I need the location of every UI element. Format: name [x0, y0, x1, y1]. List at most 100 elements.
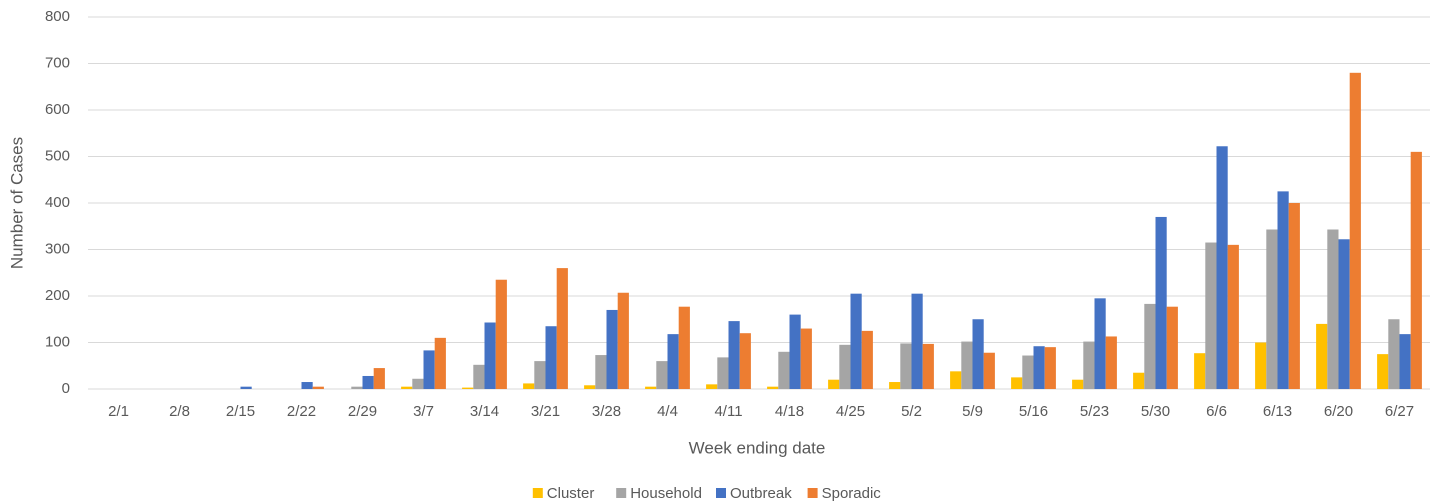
bar: [362, 375, 374, 389]
y-tick-label: 400: [45, 194, 70, 211]
y-tick-label: 0: [62, 380, 70, 397]
bar: [1388, 319, 1400, 389]
legend-label: Household: [630, 485, 702, 502]
y-tick-label: 200: [45, 287, 70, 304]
bar: [1094, 298, 1106, 389]
bar: [412, 378, 424, 389]
bar: [1105, 336, 1117, 389]
bar: [373, 368, 385, 389]
y-tick-label: 100: [45, 333, 70, 350]
bar: [706, 384, 718, 389]
y-tick-label: 700: [45, 54, 70, 71]
bar: [850, 293, 862, 389]
bar: [1338, 239, 1350, 389]
bar: [1399, 334, 1411, 389]
bar: [900, 343, 912, 389]
y-axis-title: Number of Cases: [7, 137, 26, 269]
bar: [1316, 323, 1328, 389]
legend-label: Sporadic: [822, 485, 882, 502]
bar: [523, 383, 535, 389]
bar: [656, 361, 668, 389]
x-tick-label: 6/13: [1263, 403, 1292, 420]
bar: [1033, 346, 1045, 389]
x-tick-label: 6/27: [1385, 403, 1414, 420]
bar: [800, 328, 812, 389]
bar: [1216, 146, 1228, 389]
bar: [778, 351, 790, 389]
bar: [423, 350, 435, 389]
x-tick-label: 5/9: [962, 403, 983, 420]
bar: [301, 382, 313, 389]
bar: [678, 306, 690, 389]
bar: [828, 379, 840, 389]
legend-swatch: [716, 488, 726, 498]
bar: [240, 386, 252, 389]
bar: [545, 326, 557, 389]
bar: [1410, 151, 1422, 389]
legend-label: Outbreak: [730, 485, 792, 502]
bar: [1205, 242, 1217, 389]
legend-swatch: [807, 488, 818, 498]
y-tick-label: 800: [45, 8, 70, 25]
x-tick-label: 2/1: [108, 403, 129, 420]
x-tick-label: 4/25: [836, 403, 865, 420]
x-tick-label: 5/23: [1080, 403, 1109, 420]
legend-label: Cluster: [547, 485, 595, 502]
bar: [950, 371, 962, 389]
bar: [728, 321, 740, 389]
bar: [606, 309, 618, 389]
bar: [556, 268, 568, 389]
bar: [1011, 377, 1023, 389]
bar: [645, 386, 657, 389]
bar: [1349, 72, 1361, 390]
x-tick-label: 4/18: [775, 403, 804, 420]
bar: [789, 314, 801, 389]
x-tick-label: 4/11: [714, 403, 742, 420]
bar: [1327, 229, 1339, 389]
bar: [473, 364, 485, 389]
bar: [767, 386, 779, 389]
bar: [312, 386, 324, 389]
bar: [983, 352, 995, 389]
x-tick-label: 4/4: [657, 403, 678, 420]
bar: [534, 361, 546, 389]
bar: [1266, 229, 1278, 389]
x-tick-label: 3/21: [531, 403, 560, 420]
bar: [1022, 355, 1034, 389]
x-tick-label: 5/2: [901, 403, 922, 420]
bar: [401, 386, 413, 389]
bar: [717, 357, 729, 389]
bar: [1377, 354, 1389, 389]
bar: [1044, 347, 1056, 389]
bar: [1277, 191, 1289, 389]
bar: [972, 319, 984, 389]
x-tick-label: 3/7: [413, 403, 434, 420]
bar: [839, 344, 851, 389]
bar: [961, 341, 973, 389]
y-tick-label: 600: [45, 101, 70, 118]
bar: [1133, 372, 1145, 389]
bar: [667, 334, 679, 389]
bar: [1288, 203, 1300, 389]
bar: [1144, 303, 1156, 389]
y-tick-label: 500: [45, 147, 70, 164]
bar: [861, 330, 873, 389]
bar: [617, 292, 629, 389]
x-tick-label: 2/8: [169, 403, 190, 420]
bar: [1194, 353, 1206, 389]
bar: [911, 293, 923, 389]
x-tick-label: 2/29: [348, 403, 377, 420]
x-tick-label: 2/15: [226, 403, 255, 420]
x-tick-label: 5/30: [1141, 403, 1170, 420]
x-axis-title: Week ending date: [689, 438, 826, 457]
bar: [351, 386, 363, 389]
bar: [1155, 216, 1167, 389]
bar: [584, 385, 596, 389]
bar: [484, 322, 496, 389]
legend-swatch: [532, 488, 543, 498]
bar: [595, 355, 607, 389]
bar: [1166, 306, 1178, 389]
x-tick-label: 5/16: [1019, 403, 1048, 420]
x-tick-label: 3/14: [470, 403, 499, 420]
bar: [462, 387, 474, 389]
